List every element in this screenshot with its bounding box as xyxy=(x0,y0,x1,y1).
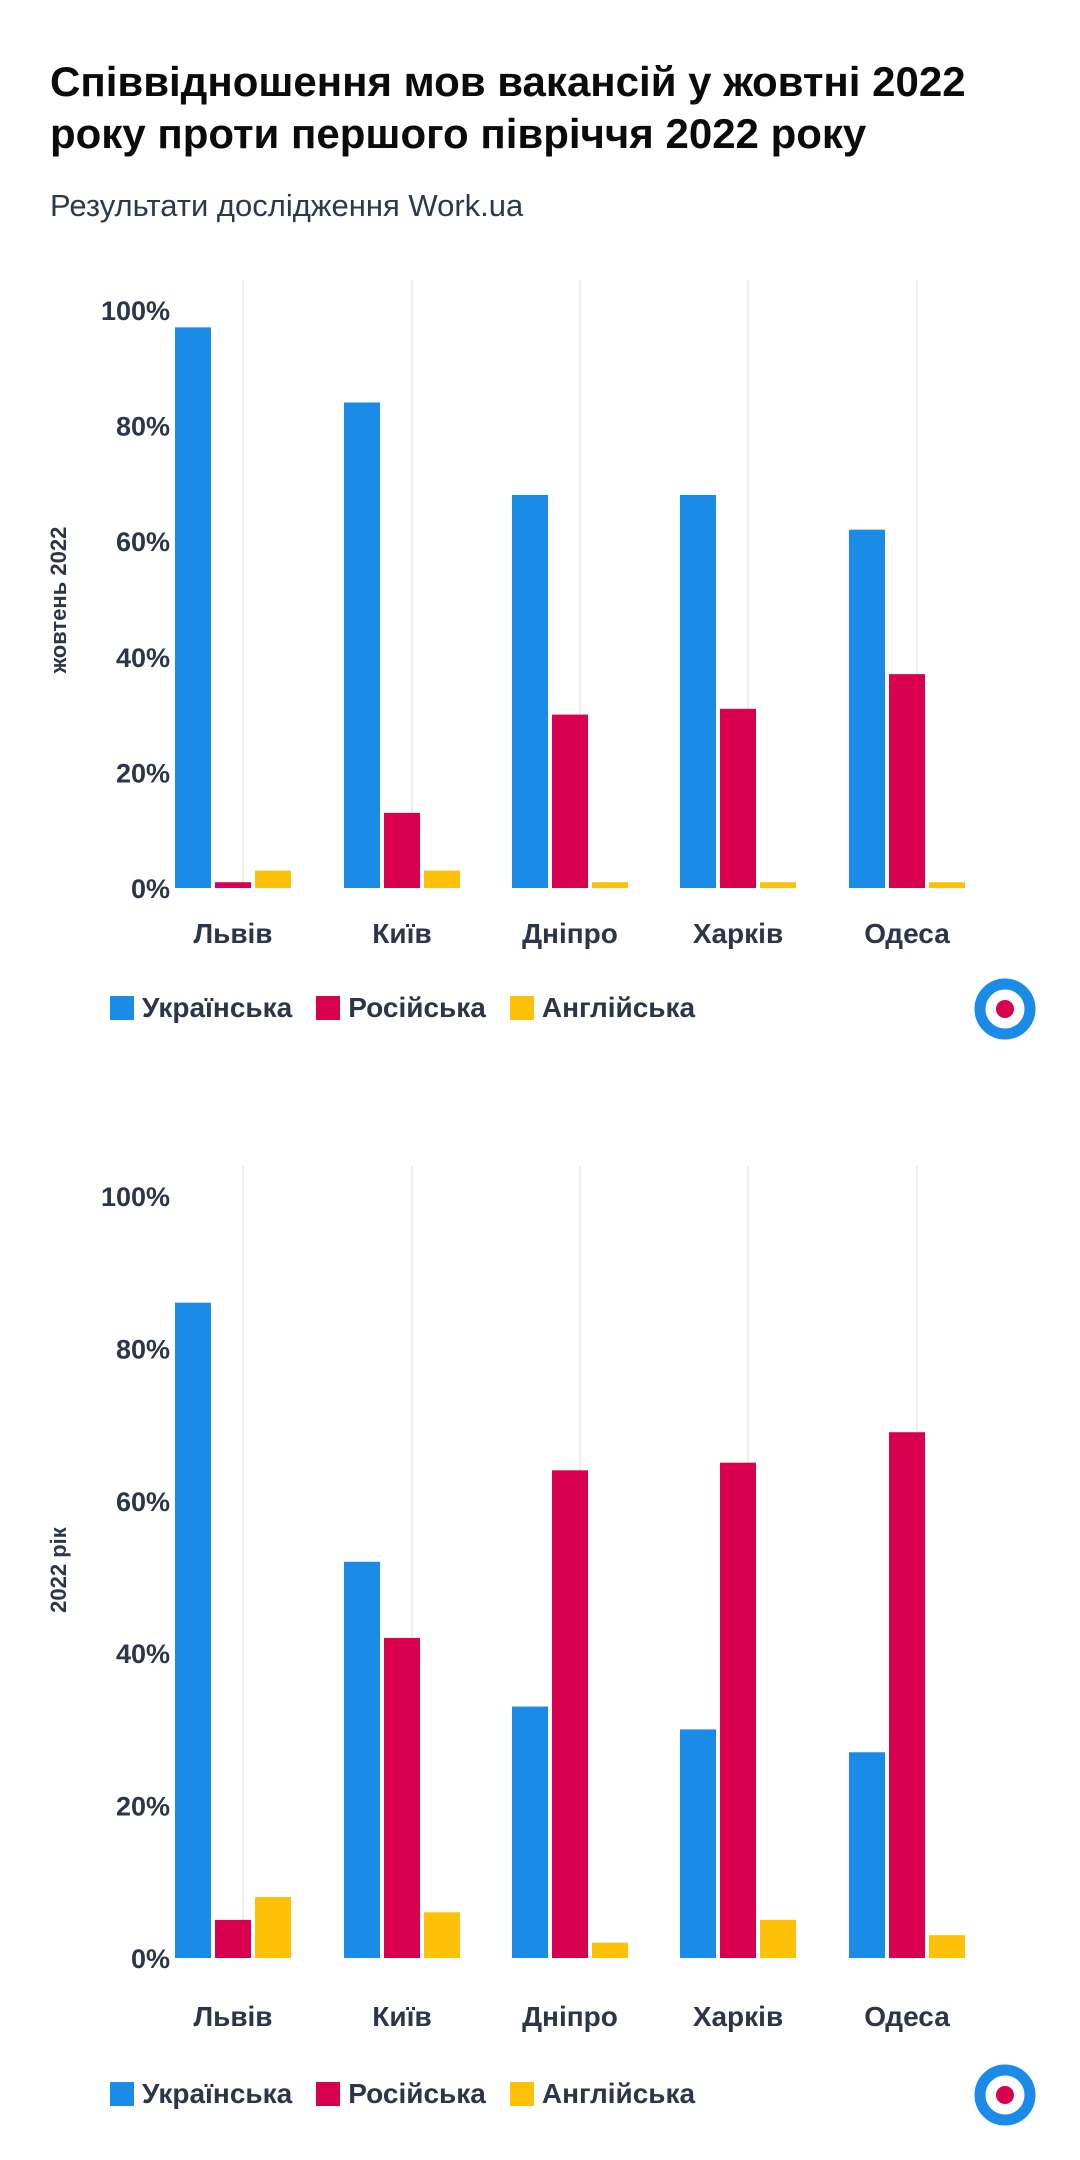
y-tick-label: 80% xyxy=(116,412,170,442)
bar xyxy=(215,1919,251,1958)
bar xyxy=(592,1942,628,1958)
chart-subtitle: Результати дослідження Work.ua xyxy=(50,188,524,223)
legend-item: Українська xyxy=(110,2078,292,2110)
bar-chart-october-2022: 0% 20% 40% 60% 80% 100% жовтень 2022 Львів Київ Д… xyxy=(46,280,965,949)
bar xyxy=(929,1935,965,1958)
workua-logo-icon xyxy=(974,978,1036,1040)
legend-label: Російська xyxy=(348,992,486,1023)
y-axis-label: жовтень 2022 xyxy=(46,527,71,675)
bar xyxy=(344,402,380,888)
legend-label: Англійська xyxy=(541,992,696,1023)
bar xyxy=(175,327,211,889)
bar xyxy=(592,882,628,888)
x-tick-label: Київ xyxy=(372,2001,431,2032)
legend-item: Англійська xyxy=(509,992,696,1024)
y-tick-label: 0% xyxy=(131,1944,170,1974)
y-tick-label: 20% xyxy=(116,758,170,788)
bar xyxy=(424,1912,460,1958)
bar xyxy=(552,714,588,888)
legend-swatch xyxy=(110,2082,134,2106)
x-tick-label: Харків xyxy=(693,918,783,949)
bar xyxy=(424,870,460,888)
bar xyxy=(680,1729,716,1958)
legend-october-2022: Українська Російська Англійська xyxy=(110,992,705,1024)
chart-title: Співвідношення мов вакансій у жовтні 202… xyxy=(50,58,966,157)
bar xyxy=(344,1561,380,1958)
bar xyxy=(215,882,251,888)
legend-swatch xyxy=(509,996,534,1020)
y-tick-label: 0% xyxy=(131,874,170,904)
bar xyxy=(255,870,291,888)
bar xyxy=(255,1897,291,1958)
legend-label: Російська xyxy=(348,2078,486,2109)
legend-item: Російська xyxy=(316,992,486,1024)
x-tick-label: Одеса xyxy=(864,918,950,949)
bar xyxy=(760,1919,796,1958)
bar xyxy=(889,1432,925,1958)
legend-swatch xyxy=(316,2082,341,2106)
x-tick-label: Київ xyxy=(372,918,431,949)
legend-swatch xyxy=(110,996,134,1020)
bar xyxy=(849,1752,885,1958)
workua-logo-icon xyxy=(974,2064,1036,2126)
legend-label: Англійська xyxy=(541,2078,696,2109)
bar xyxy=(720,1462,756,1958)
x-tick-label: Львів xyxy=(193,918,272,949)
y-tick-label: 40% xyxy=(116,1639,170,1669)
legend-swatch xyxy=(316,996,341,1020)
legend-item: Російська xyxy=(316,2078,486,2110)
y-tick-label: 40% xyxy=(116,643,170,673)
bar xyxy=(512,1706,548,1958)
y-tick-label: 60% xyxy=(116,527,170,557)
bar xyxy=(384,1637,420,1958)
y-tick-label: 80% xyxy=(116,1334,170,1364)
bar xyxy=(760,882,796,888)
legend-label: Українська xyxy=(142,992,293,1023)
y-axis-label: 2022 рік xyxy=(46,1526,71,1613)
legend-label: Українська xyxy=(142,2078,293,2109)
bar xyxy=(512,494,548,888)
bar xyxy=(384,812,420,888)
legend-2022: Українська Російська Англійська xyxy=(110,2078,705,2110)
legend-swatch xyxy=(509,2082,534,2106)
bar-chart-2022: 0% 20% 40% 60% 80% 100% 2022 рік Львів Київ Дніпр… xyxy=(46,1166,965,2032)
bar xyxy=(552,1470,588,1958)
bar xyxy=(849,529,885,888)
y-tick-label: 100% xyxy=(101,296,170,326)
bar xyxy=(680,494,716,888)
x-tick-label: Дніпро xyxy=(522,918,618,949)
bar xyxy=(175,1302,211,1958)
x-tick-label: Одеса xyxy=(864,2001,950,2032)
x-tick-label: Дніпро xyxy=(522,2001,618,2032)
bar xyxy=(889,674,925,888)
legend-item: Англійська xyxy=(509,2078,696,2110)
bar xyxy=(929,882,965,888)
y-tick-label: 100% xyxy=(101,1182,170,1212)
bar xyxy=(720,708,756,888)
y-tick-label: 20% xyxy=(116,1792,170,1822)
legend-item: Українська xyxy=(110,992,292,1024)
x-tick-label: Львів xyxy=(193,2001,272,2032)
y-tick-label: 60% xyxy=(116,1487,170,1517)
x-tick-label: Харків xyxy=(693,2001,783,2032)
